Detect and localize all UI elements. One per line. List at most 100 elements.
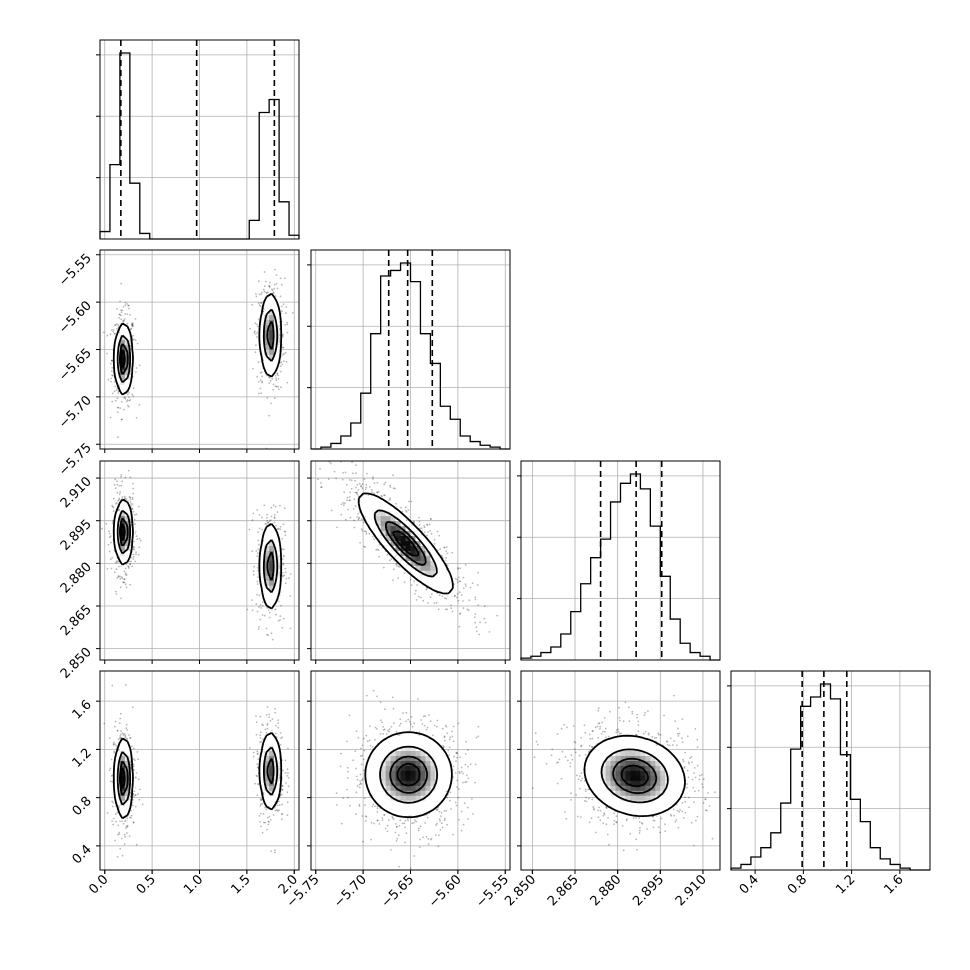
sample-point xyxy=(113,751,116,754)
sample-point xyxy=(132,387,135,390)
sample-point xyxy=(474,621,477,624)
sample-point xyxy=(120,484,123,487)
sample-point xyxy=(268,716,270,719)
density-cell xyxy=(405,555,411,561)
density-cell xyxy=(440,580,446,586)
density-cell xyxy=(259,775,265,781)
density-heatmap xyxy=(114,294,280,395)
sample-point xyxy=(370,488,373,491)
sample-point xyxy=(443,546,446,549)
density-cell xyxy=(259,780,265,786)
density-cell xyxy=(264,339,270,345)
sample-point xyxy=(408,720,411,723)
sample-point xyxy=(126,824,129,827)
sample-point xyxy=(449,791,452,794)
density-cell xyxy=(445,570,451,576)
density-cell xyxy=(400,540,406,546)
sample-point xyxy=(273,517,276,519)
sample-point xyxy=(110,359,113,362)
sample-point xyxy=(278,804,281,806)
sample-point xyxy=(376,548,379,551)
sample-point xyxy=(120,282,123,285)
sample-point xyxy=(283,530,286,533)
sample-point xyxy=(277,374,279,377)
sample-point xyxy=(131,323,134,326)
density-cell xyxy=(264,735,270,742)
sample-point xyxy=(260,291,263,294)
sample-point xyxy=(354,750,357,752)
sample-point xyxy=(119,491,122,493)
histogram-1 xyxy=(311,262,510,450)
sample-point xyxy=(462,772,464,775)
sample-point xyxy=(262,813,265,815)
sample-point xyxy=(132,558,135,560)
sample-point xyxy=(404,506,407,509)
sample-point xyxy=(124,734,127,737)
sample-point xyxy=(259,618,262,621)
sample-point xyxy=(261,723,263,726)
sample-point xyxy=(118,497,121,500)
sample-point xyxy=(277,385,280,388)
sample-point xyxy=(283,574,286,577)
sample-point xyxy=(397,577,400,579)
sample-point xyxy=(354,505,357,508)
sample-point xyxy=(111,522,114,525)
sample-point xyxy=(137,553,140,556)
density-cell xyxy=(264,530,270,537)
sample-point xyxy=(120,576,123,578)
sample-point xyxy=(119,736,121,739)
sample-point xyxy=(369,744,372,747)
sample-point xyxy=(109,767,112,770)
sample-point xyxy=(266,724,269,726)
sample-point xyxy=(289,595,292,597)
sample-point xyxy=(260,302,263,304)
sample-point xyxy=(128,495,131,498)
sample-point xyxy=(275,274,278,276)
sample-point xyxy=(122,306,125,308)
sample-point xyxy=(269,519,272,522)
density-cell xyxy=(264,795,270,801)
sample-point xyxy=(123,396,126,399)
density-cell xyxy=(114,515,121,522)
density-cell xyxy=(259,565,265,571)
sample-point xyxy=(274,708,276,710)
contour-line xyxy=(112,498,283,610)
sample-point xyxy=(276,373,279,375)
density-cell xyxy=(435,560,441,566)
density-cell xyxy=(435,575,441,581)
density-cell xyxy=(269,324,275,331)
sample-point xyxy=(137,778,140,781)
sample-point xyxy=(275,282,278,285)
sample-point xyxy=(395,825,398,828)
sample-point xyxy=(118,833,120,835)
sample-point xyxy=(466,608,469,611)
sample-point xyxy=(372,689,375,692)
sample-point xyxy=(268,611,271,614)
sample-point xyxy=(114,332,116,335)
sample-point xyxy=(125,563,128,566)
sample-point xyxy=(342,502,345,504)
density-cell xyxy=(365,510,372,517)
sample-point xyxy=(255,333,257,335)
contour-line xyxy=(119,757,275,796)
sample-point xyxy=(412,521,415,524)
sample-point xyxy=(352,759,354,762)
density-cell xyxy=(415,570,421,576)
sample-point xyxy=(263,614,266,617)
sample-point xyxy=(112,520,114,523)
density-cell xyxy=(264,760,270,766)
sample-point xyxy=(132,548,135,550)
sample-point xyxy=(271,289,274,292)
sample-point xyxy=(122,581,124,584)
sample-point xyxy=(365,483,368,486)
marginal-grid-3 xyxy=(731,671,930,870)
density-contours xyxy=(112,498,283,610)
sample-point xyxy=(279,744,282,746)
density-cell xyxy=(425,570,431,576)
sample-point xyxy=(274,505,277,508)
sample-point xyxy=(450,607,453,610)
sample-point xyxy=(282,575,284,578)
sample-point xyxy=(116,491,119,494)
sample-point xyxy=(444,817,446,820)
sample-point xyxy=(279,504,281,507)
